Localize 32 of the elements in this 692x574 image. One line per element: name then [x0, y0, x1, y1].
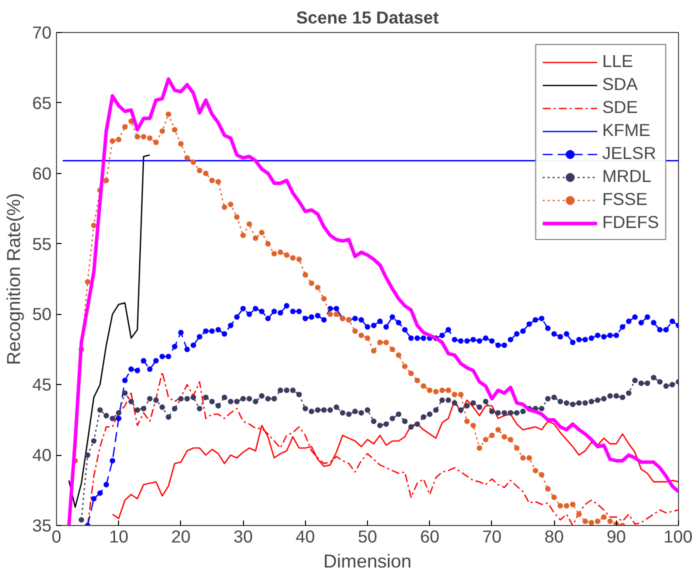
legend-label: FSSE — [602, 189, 648, 210]
legend-label: MRDL — [602, 166, 652, 187]
x-tick-label: 20 — [171, 526, 191, 546]
x-tick-label: 40 — [296, 526, 315, 546]
x-axis-title: Dimension — [323, 550, 412, 572]
x-tick-label: 70 — [482, 526, 502, 546]
y-tick-label: 50 — [32, 304, 52, 324]
chart-title: Scene 15 Dataset — [296, 8, 440, 28]
x-tick-label: 60 — [420, 526, 440, 546]
y-tick-label: 45 — [32, 374, 52, 395]
x-tick-label: 10 — [109, 526, 128, 546]
legend-label: FDEFS — [602, 212, 659, 233]
legend-label: SDA — [602, 74, 638, 95]
y-tick-label: 55 — [32, 234, 52, 254]
line-series — [67, 77, 678, 526]
x-tick-label: 80 — [544, 526, 564, 546]
line-series — [68, 154, 150, 508]
y-tick-label: 40 — [32, 445, 52, 466]
x-tick-label: 50 — [358, 526, 378, 546]
y-axis-title: Recognition Rate(%) — [3, 192, 24, 366]
legend-label: KFME — [602, 120, 650, 141]
x-tick-label: 90 — [606, 526, 626, 546]
y-tick-label: 65 — [32, 92, 52, 113]
y-tick-label: 35 — [32, 516, 52, 536]
y-tick-label: 70 — [32, 22, 52, 42]
legend-label: JELSR — [602, 143, 656, 164]
x-tick-label: 30 — [233, 526, 253, 546]
x-tick-label: 100 — [664, 526, 692, 546]
legend-label: SDE — [602, 97, 638, 118]
x-tick-label: 0 — [52, 526, 62, 546]
legend-label: LLE — [602, 51, 634, 72]
y-tick-label: 60 — [32, 163, 52, 184]
